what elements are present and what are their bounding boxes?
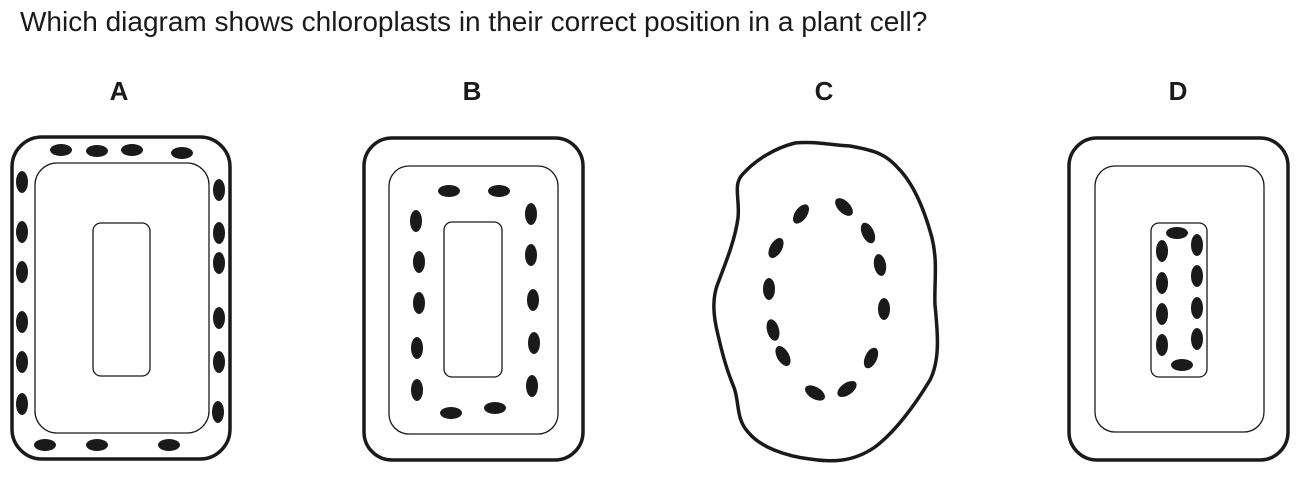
chloroplast (413, 292, 425, 314)
vacuole-d (1150, 222, 1208, 378)
chloroplast (1191, 265, 1203, 287)
chloroplast (766, 319, 780, 341)
chloroplast (50, 144, 72, 156)
chloroplast (158, 439, 180, 451)
chloroplast (488, 185, 510, 197)
cell-wall-a (10, 135, 232, 461)
diagram-d[interactable] (1067, 136, 1290, 462)
chloroplast (16, 221, 28, 243)
option-a-label[interactable]: A (109, 76, 129, 106)
chloroplast (213, 222, 225, 244)
chloroplast (86, 145, 108, 157)
chloroplast (805, 385, 825, 401)
chloroplast (1156, 240, 1168, 262)
diagram-a[interactable] (10, 135, 232, 461)
chloroplast (527, 289, 539, 311)
chloroplast (1166, 227, 1188, 239)
chloroplast (411, 337, 423, 359)
chloroplast (212, 401, 224, 423)
chloroplast (121, 144, 143, 156)
chloroplast (213, 307, 225, 329)
chloroplast (438, 185, 460, 197)
chloroplasts-b (410, 185, 540, 419)
chloroplast (34, 439, 56, 451)
chloroplast (411, 379, 423, 401)
chloroplast (1191, 234, 1203, 256)
chloroplast (525, 244, 537, 266)
chloroplast (171, 147, 193, 159)
chloroplasts-d (1156, 227, 1203, 371)
chloroplast (873, 254, 887, 276)
chloroplast (16, 171, 28, 193)
chloroplast (1156, 334, 1168, 356)
chloroplast (16, 393, 28, 415)
chloroplast (878, 298, 890, 320)
chloroplast (16, 311, 28, 333)
chloroplast (1191, 297, 1203, 319)
cell-membrane-b (388, 165, 559, 435)
chloroplast (16, 351, 28, 373)
chloroplast (1191, 328, 1203, 350)
chloroplast (484, 402, 506, 414)
cell-wall-d (1067, 136, 1290, 462)
chloroplast (768, 238, 784, 258)
diagram-b[interactable] (362, 136, 585, 462)
option-d-label[interactable]: D (1168, 76, 1188, 106)
question-text: Which diagram shows chloroplasts in thei… (20, 6, 928, 37)
chloroplast (863, 347, 879, 369)
chloroplast (1171, 359, 1193, 371)
chloroplast (213, 351, 225, 373)
chloroplast (213, 179, 225, 201)
chloroplast (835, 198, 853, 216)
chloroplast (213, 252, 225, 274)
diagram-c[interactable] (712, 140, 940, 463)
chloroplast (525, 203, 537, 225)
chloroplast (1156, 272, 1168, 294)
cell-membrane-a (34, 162, 210, 434)
cell-membrane-c (712, 140, 940, 463)
option-b-label[interactable]: B (462, 76, 482, 106)
vacuole-a (92, 222, 151, 377)
option-c-label[interactable]: C (814, 76, 834, 106)
chloroplast (413, 251, 425, 273)
chloroplast (775, 346, 791, 366)
chloroplast (526, 375, 538, 397)
chloroplast (86, 439, 108, 451)
chloroplasts-c (763, 198, 890, 401)
chloroplasts-a (16, 144, 225, 451)
chloroplast (410, 210, 422, 232)
chloroplast (440, 407, 462, 419)
vacuole-b (443, 221, 503, 378)
chloroplast (837, 381, 857, 397)
chloroplast (1156, 303, 1168, 325)
chloroplast (860, 222, 876, 244)
cell-membrane-d (1094, 165, 1265, 433)
chloroplast (528, 332, 540, 354)
cell-wall-b (362, 136, 585, 462)
chloroplast (793, 204, 809, 224)
chloroplast (763, 278, 775, 300)
chloroplast (16, 261, 28, 283)
